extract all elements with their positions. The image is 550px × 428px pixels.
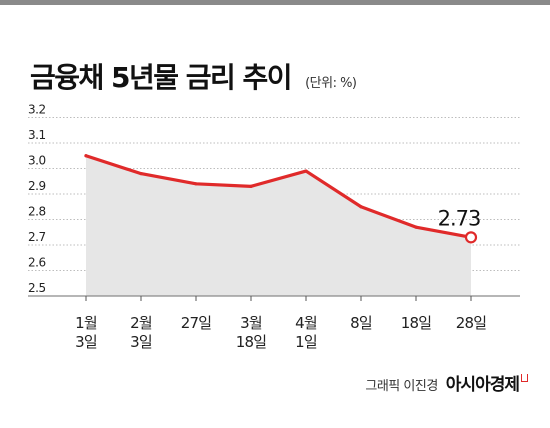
y-tick-label: 2.5 (28, 281, 46, 295)
x-tick-label: 8일 (350, 314, 372, 332)
rate-series-line (84, 154, 473, 239)
x-tick-label: 3일 (75, 333, 97, 351)
last-point-marker (464, 231, 478, 244)
annotation-layer: 2.73 (438, 206, 482, 230)
y-tick-label: 2.7 (28, 230, 46, 244)
x-tick-label: 4월 (295, 314, 317, 332)
y-tick-label: 2.8 (28, 205, 46, 219)
x-tick-label: 2월 (130, 314, 152, 332)
area-fill (86, 155, 471, 296)
unit-label: (단위: %) (305, 76, 357, 91)
chart-header: 금융채 5년물 금리 추이 (단위: %) (30, 56, 357, 96)
y-tick-label: 2.9 (28, 179, 46, 193)
y-tick-label: 3.0 (28, 154, 46, 168)
brand-logo: 아시아경제 (445, 375, 520, 395)
x-tick-label: 1월 (75, 314, 97, 332)
x-tick-label: 28일 (456, 314, 487, 332)
x-tick-label: 18일 (236, 333, 267, 351)
x-tick-label: 3월 (240, 314, 262, 332)
y-tick-labels: 2.5 2.6 2.7 2.8 2.9 3.0 3.1 3.2 (28, 103, 46, 296)
data-point (84, 154, 88, 158)
chart-title: 금융채 5년물 금리 추이 (30, 61, 293, 94)
x-tick-label: 1일 (295, 333, 317, 351)
data-point (359, 205, 363, 209)
data-points (84, 154, 478, 244)
data-point (194, 182, 198, 186)
series-line-layer (84, 154, 473, 239)
x-tick-label: 3일 (130, 333, 152, 351)
data-point (304, 169, 308, 173)
data-point (249, 184, 253, 188)
credit-row: 그래픽 이진경 아시아경제 (365, 370, 528, 395)
brand-mark-icon (521, 374, 528, 382)
x-tick-label: 18일 (401, 314, 432, 332)
data-point (414, 225, 418, 229)
y-tick-label: 2.6 (28, 256, 46, 270)
y-tick-label: 3.1 (28, 128, 46, 142)
y-tick-label: 3.2 (28, 103, 46, 117)
axis-layer (28, 295, 520, 301)
data-point (139, 172, 143, 176)
last-value-label: 2.73 (438, 206, 481, 230)
area-fill-layer (86, 155, 471, 296)
top-rule (0, 0, 550, 5)
x-tick-label: 27일 (181, 314, 212, 332)
graphic-credit: 그래픽 이진경 (365, 379, 438, 394)
